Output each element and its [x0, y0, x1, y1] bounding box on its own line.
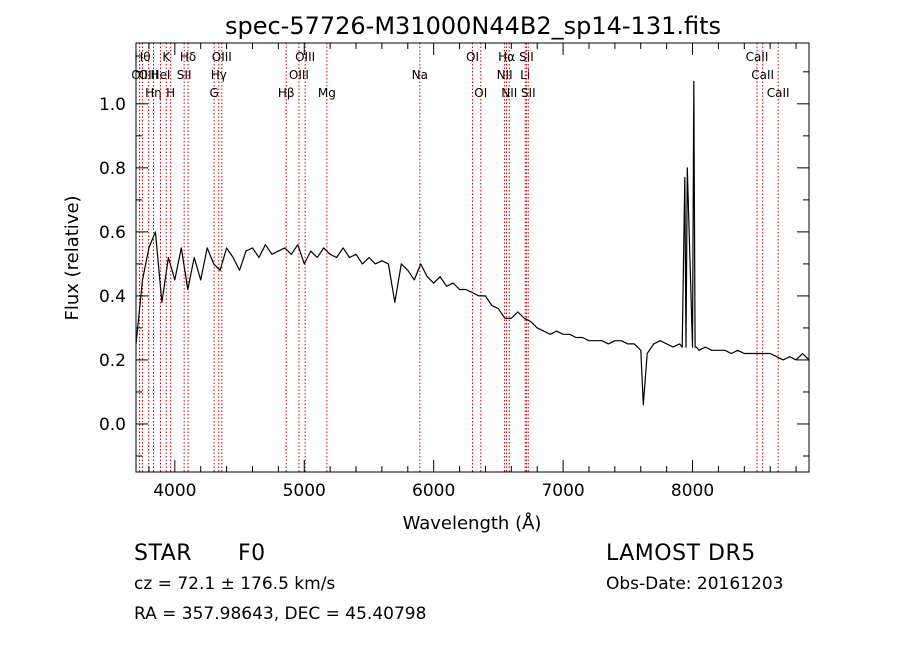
- y-axis-label: Flux (relative): [62, 195, 83, 320]
- line-marker-label: Hγ: [211, 68, 227, 82]
- line-marker-label: G: [210, 86, 219, 100]
- line-marker-label: NII: [501, 86, 517, 100]
- object-class: STAR: [134, 541, 193, 566]
- line-marker-label: OIII: [295, 50, 315, 64]
- x-tick-label: 6000: [412, 481, 455, 501]
- plot-frame: [135, 42, 810, 473]
- line-marker-label: SII: [519, 50, 534, 64]
- chart-title: spec-57726-M31000N44B2_sp14-131.fits: [225, 12, 721, 40]
- x-tick-label: 7000: [541, 481, 584, 501]
- line-marker-label: HeI: [150, 68, 170, 82]
- x-tick-label: 4000: [153, 481, 196, 501]
- line-marker-label: SII: [521, 86, 536, 100]
- line-marker-label: CaII: [767, 86, 790, 100]
- spectrum-line: [135, 80, 810, 406]
- line-marker-label: Hθ: [134, 50, 150, 64]
- line-marker-label: Hη: [145, 86, 162, 100]
- x-tick-label: 8000: [671, 481, 714, 501]
- y-tick-label: 0.6: [99, 223, 126, 243]
- line-marker-label: H: [166, 86, 175, 100]
- y-tick-label: 1.0: [99, 95, 126, 115]
- line-marker-label: Hα: [498, 50, 515, 64]
- line-marker-label: OII: [131, 68, 148, 82]
- object-subclass: F0: [238, 541, 266, 566]
- y-tick-label: 0.2: [99, 351, 126, 371]
- axes: 4000 5000 6000 7000 8000 0.0 0.2 0.4 0.6 0.8 1.0: [99, 43, 809, 501]
- line-marker-label: Hβ: [278, 86, 295, 100]
- y-tick-label: 0.8: [99, 159, 126, 179]
- line-marker-label: OI: [474, 86, 487, 100]
- spectrum-series: [135, 80, 810, 406]
- line-marker-label: OIII: [289, 68, 309, 82]
- line-marker-label: K: [162, 50, 171, 64]
- observation-date: Obs-Date: 20161203: [606, 574, 784, 594]
- line-marker-label: Li: [520, 68, 530, 82]
- line-markers: OIIHθOIIIHηHeIKHSIIHδGHγOIIIHβOIIIOIIIMg…: [131, 43, 790, 472]
- line-marker-label: Na: [412, 68, 428, 82]
- sky-coordinates: RA = 357.98643, DEC = 45.40798: [134, 604, 427, 624]
- survey-name: LAMOST DR5: [606, 541, 756, 566]
- redshift-velocity: cz = 72.1 ± 176.5 km/s: [134, 574, 336, 594]
- line-marker-label: CaII: [751, 68, 774, 82]
- x-tick-label: 5000: [283, 481, 326, 501]
- y-tick-label: 0.0: [99, 415, 126, 435]
- y-tick-label: 0.4: [99, 287, 126, 307]
- line-marker-label: SII: [177, 68, 192, 82]
- line-marker-label: OI: [466, 50, 479, 64]
- line-marker-label: CaII: [746, 50, 769, 64]
- line-marker-label: OIII: [212, 50, 232, 64]
- line-marker-label: Mg: [318, 86, 336, 100]
- x-axis-label: Wavelength (Å): [403, 512, 542, 534]
- line-marker-label: NII: [497, 68, 513, 82]
- line-marker-label: Hδ: [180, 50, 196, 64]
